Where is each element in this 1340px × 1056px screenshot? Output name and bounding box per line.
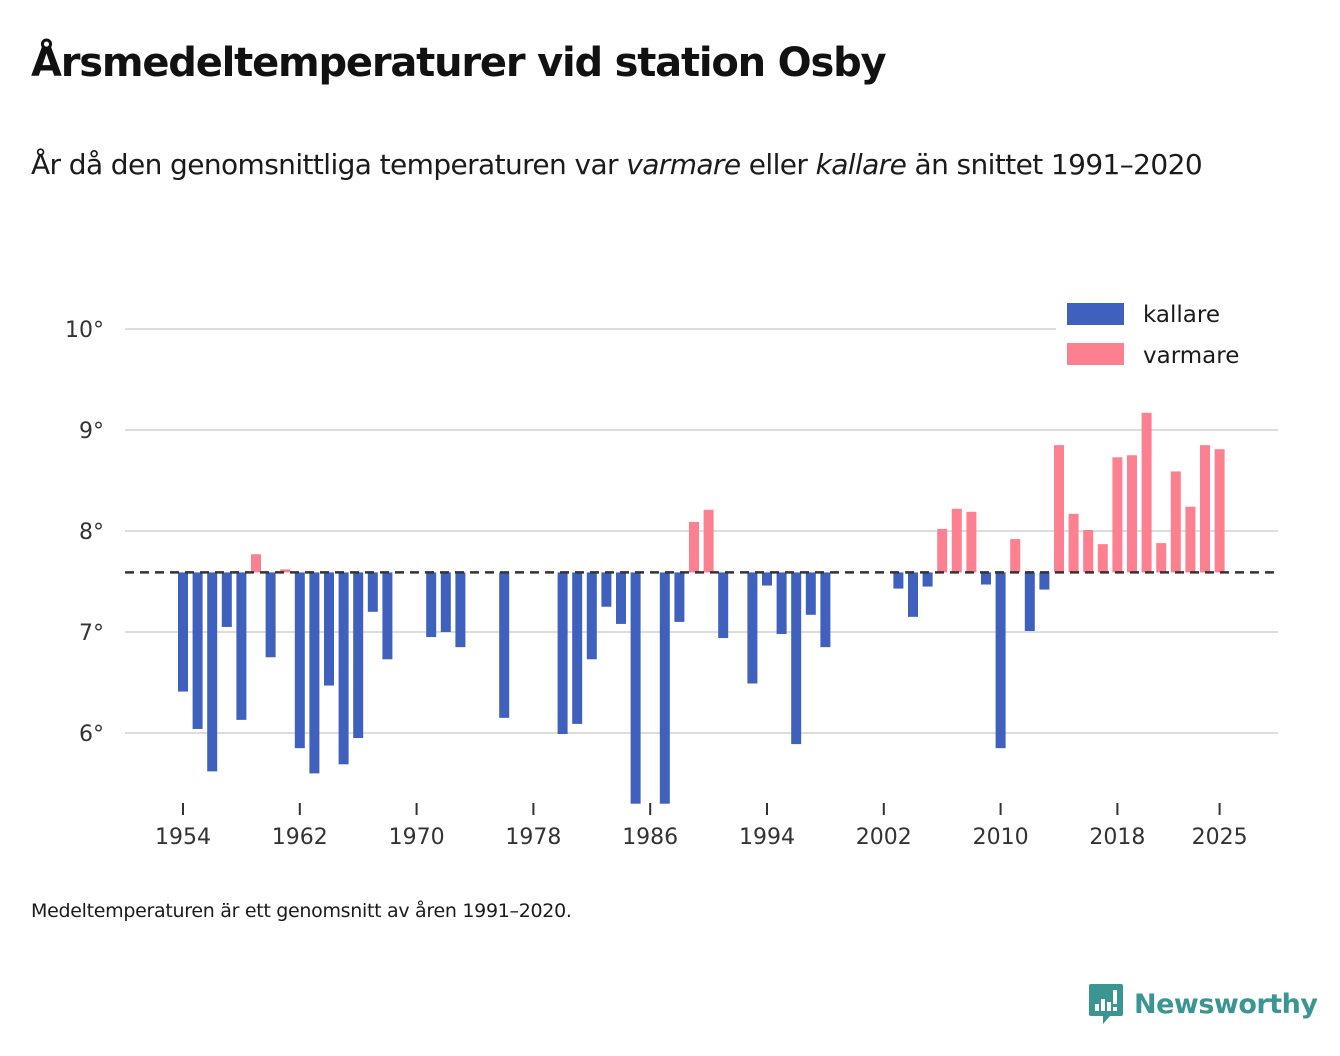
x-tick-label: 2002 bbox=[856, 825, 912, 850]
x-tick-label: 2018 bbox=[1089, 825, 1145, 850]
bar-colder bbox=[207, 572, 218, 772]
subtitle-part: eller bbox=[740, 148, 816, 181]
bar-colder bbox=[908, 572, 918, 617]
bar-warmer bbox=[1127, 455, 1137, 573]
bar-warmer bbox=[937, 528, 948, 573]
x-tick-label: 1962 bbox=[272, 825, 328, 850]
bar-colder bbox=[367, 572, 378, 612]
bar-colder bbox=[791, 572, 802, 745]
y-axis: 6° 7° 8° 9° 10° bbox=[65, 318, 104, 747]
bar-warmer bbox=[1200, 445, 1210, 573]
subtitle-colder: kallare bbox=[815, 148, 907, 181]
subtitle-part: än snittet 1991–2020 bbox=[906, 148, 1203, 181]
chart-title: Årsmedeltemperaturer vid station Osby bbox=[31, 40, 887, 86]
bar-warmer bbox=[1010, 539, 1021, 573]
bar-warmer bbox=[1068, 513, 1079, 573]
bar-colder bbox=[762, 572, 772, 586]
bar-colder bbox=[981, 572, 991, 585]
bar-warmer bbox=[951, 508, 962, 573]
y-tick-label: 8° bbox=[79, 520, 104, 545]
bar-colder bbox=[192, 572, 203, 729]
newsworthy-logo-icon bbox=[1089, 984, 1123, 1024]
x-tick-label: 1986 bbox=[622, 825, 678, 850]
bar-colder bbox=[995, 572, 1006, 749]
bar-colder bbox=[1039, 572, 1050, 590]
x-tick-label: 1970 bbox=[389, 825, 445, 850]
x-axis: 1954 1962 1970 1978 1986 1994 2002 2010 2018 2025 bbox=[155, 803, 1248, 850]
bar-colder bbox=[718, 572, 729, 639]
bar-colder bbox=[338, 572, 349, 765]
x-tick-label: 2025 bbox=[1192, 825, 1248, 850]
bar-warmer bbox=[1156, 543, 1167, 573]
bar-colder bbox=[805, 572, 816, 615]
x-tick-label: 2010 bbox=[973, 825, 1029, 850]
bar-warmer bbox=[251, 554, 261, 573]
bar-colder bbox=[616, 572, 626, 624]
bar-colder bbox=[353, 572, 364, 739]
bar-colder bbox=[265, 572, 276, 658]
bar-colder bbox=[499, 572, 510, 718]
legend: kallare varmare bbox=[1056, 296, 1278, 376]
legend-label-warmer: varmare bbox=[1143, 343, 1239, 369]
bar-colder bbox=[382, 572, 393, 660]
bar-warmer bbox=[1170, 471, 1181, 573]
bar-colder bbox=[572, 572, 583, 724]
bar-colder bbox=[893, 572, 904, 589]
bar-colder bbox=[747, 572, 758, 684]
brand-name: Newsworthy bbox=[1134, 988, 1318, 1020]
bars bbox=[178, 412, 1225, 804]
bar-colder bbox=[659, 572, 670, 804]
bar-warmer bbox=[1214, 449, 1225, 573]
bar-colder bbox=[557, 572, 568, 735]
y-tick-label: 9° bbox=[79, 419, 104, 444]
bar-warmer bbox=[1097, 544, 1108, 573]
bar-warmer bbox=[1141, 412, 1152, 573]
bar-warmer bbox=[1083, 529, 1094, 573]
y-tick-label: 7° bbox=[79, 621, 104, 646]
y-tick-label: 6° bbox=[79, 722, 104, 747]
bar-warmer bbox=[689, 521, 699, 573]
legend-swatch-warmer bbox=[1067, 343, 1124, 365]
x-tick-label: 1954 bbox=[155, 825, 211, 850]
bar-colder bbox=[426, 572, 437, 638]
bar-warmer bbox=[1054, 445, 1064, 573]
bar-colder bbox=[294, 572, 305, 749]
bar-warmer bbox=[280, 569, 291, 573]
bar-warmer bbox=[1112, 457, 1123, 573]
footer-note: Medeltemperaturen är ett genomsnitt av å… bbox=[31, 900, 572, 922]
bar-colder bbox=[455, 572, 466, 648]
bar-colder bbox=[922, 572, 933, 587]
x-tick-label: 1978 bbox=[505, 825, 561, 850]
bar-colder bbox=[324, 572, 334, 686]
chart-subtitle: År då den genomsnittliga temperaturen va… bbox=[31, 142, 1251, 188]
bar-colder bbox=[236, 572, 247, 720]
bar-colder bbox=[674, 572, 685, 622]
bar-colder bbox=[820, 572, 831, 648]
brand-logo[interactable]: Newsworthy bbox=[1088, 982, 1318, 1026]
subtitle-part: År då den genomsnittliga temperaturen va… bbox=[31, 148, 627, 181]
bar-chart: 6° 7° 8° 9° 10° 1954 1962 1970 1978 1986 1994 2002… bbox=[65, 296, 1278, 850]
bar-colder bbox=[586, 572, 597, 660]
bar-colder bbox=[601, 572, 612, 607]
bar-colder bbox=[221, 572, 232, 627]
bar-colder bbox=[776, 572, 787, 635]
bar-colder bbox=[1024, 572, 1035, 631]
bar-colder bbox=[440, 572, 451, 632]
bar-warmer bbox=[1185, 506, 1196, 573]
legend-swatch-colder bbox=[1067, 303, 1124, 325]
legend-label-colder: kallare bbox=[1143, 302, 1220, 328]
bar-colder bbox=[309, 572, 320, 774]
subtitle-warmer: varmare bbox=[626, 148, 741, 181]
bar-colder bbox=[178, 572, 188, 692]
bar-warmer bbox=[703, 509, 714, 573]
x-tick-label: 1994 bbox=[739, 825, 795, 850]
y-tick-label: 10° bbox=[65, 318, 104, 343]
bar-colder bbox=[630, 572, 641, 804]
bar-warmer bbox=[966, 511, 977, 573]
